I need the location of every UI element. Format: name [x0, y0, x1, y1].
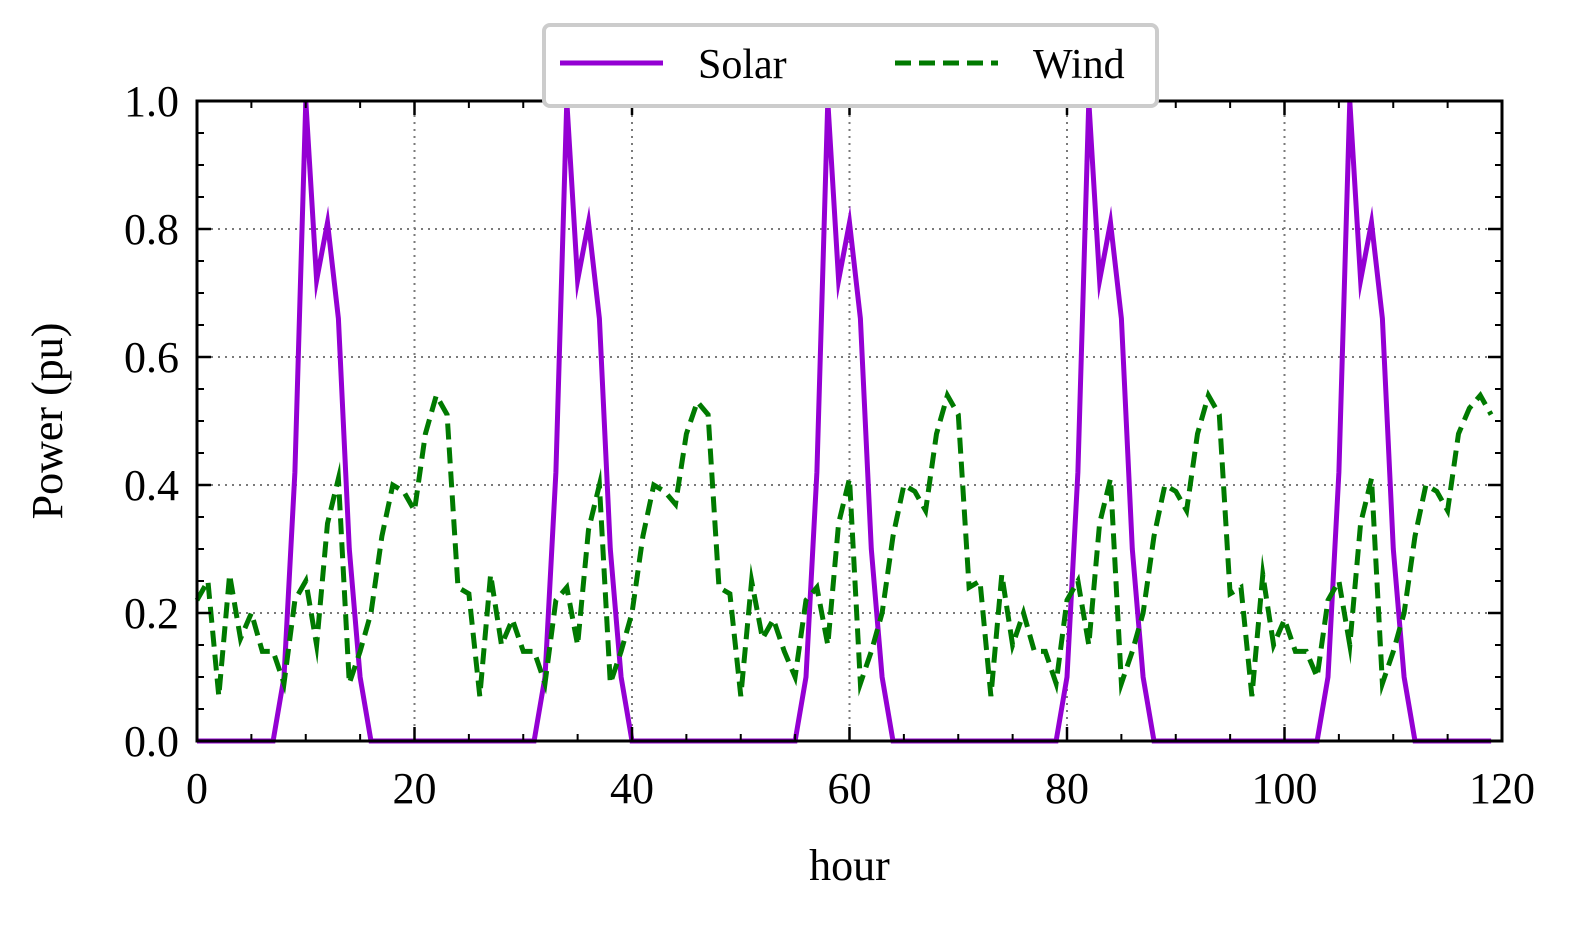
y-tick-label: 0.8 — [124, 205, 179, 254]
legend-wind-label: Wind — [1033, 42, 1125, 88]
legend-box — [542, 23, 1159, 108]
grid-lines — [197, 100, 1502, 742]
y-tick-label: 0.2 — [124, 589, 179, 638]
legend: Solar Wind — [542, 23, 1159, 108]
y-axis-title: Power (pu) — [23, 323, 72, 520]
x-tick-label: 120 — [1469, 764, 1535, 813]
x-tick-label: 80 — [1045, 764, 1089, 813]
x-tick-label: 40 — [610, 764, 654, 813]
x-tick-label: 20 — [393, 764, 437, 813]
y-tick-labels: 0.0 0.2 0.4 0.6 0.8 1.0 — [124, 77, 179, 766]
legend-solar-label: Solar — [698, 42, 787, 88]
series-layer — [194, 100, 1494, 744]
x-tick-labels: 0 20 40 60 80 100 120 — [186, 764, 1535, 813]
x-tick-label: 100 — [1252, 764, 1318, 813]
y-tick-label: 0.4 — [124, 461, 179, 510]
x-axis-title: hour — [809, 841, 890, 890]
series-line-solar — [197, 100, 1492, 744]
y-tick-label: 0.6 — [124, 333, 179, 382]
y-tick-label: 1.0 — [124, 77, 179, 126]
y-tick-label: 0.0 — [124, 717, 179, 766]
x-tick-label: 0 — [186, 764, 208, 813]
series-line-wind — [194, 388, 1494, 697]
axis-ticks — [195, 99, 1504, 743]
plot-frame — [195, 99, 1504, 743]
x-tick-label: 60 — [828, 764, 872, 813]
